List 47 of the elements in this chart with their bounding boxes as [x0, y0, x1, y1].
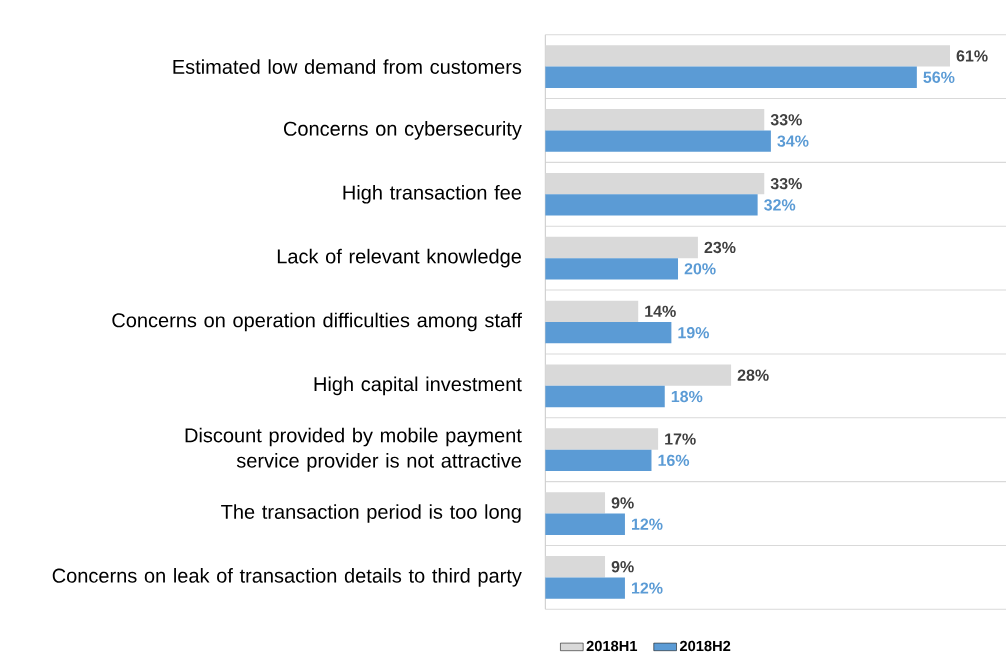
data-label: 9%: [611, 561, 634, 573]
bar: [545, 556, 606, 578]
y-tick-label: Concerns on leak of transaction details to third party: [52, 568, 522, 587]
data-label: 33%: [770, 114, 802, 126]
bar: [545, 492, 606, 514]
data-label: 18%: [671, 390, 703, 403]
data-label: 23%: [704, 241, 736, 254]
y-tick-label: Estimated low demand from customers: [173, 59, 522, 74]
bar: [545, 194, 758, 216]
bar: [545, 577, 625, 599]
bar: [545, 172, 765, 195]
bar: [545, 109, 765, 131]
legend-label: 2018H1: [586, 640, 638, 652]
data-label: 61%: [956, 50, 988, 62]
data-label: 33%: [770, 177, 802, 190]
bar: [545, 428, 659, 450]
data-label: 34%: [777, 135, 809, 147]
legend-label: 2018H2: [679, 640, 731, 652]
data-label: 56%: [923, 71, 955, 83]
bar: [545, 45, 951, 67]
bar: [545, 236, 698, 259]
y-tick-label: Concerns on operation difficulties among staff: [112, 312, 522, 332]
data-label: 19%: [678, 327, 710, 339]
bar: [545, 300, 639, 322]
data-label: 12%: [631, 582, 663, 594]
y-tick-label: High capital investment: [314, 376, 522, 396]
data-label: 32%: [764, 199, 796, 211]
y-tick-label: Concerns on cybersecurity: [283, 121, 522, 140]
y-tick-label: The transaction period is too long: [221, 504, 521, 523]
y-tick-label: High transaction fee: [343, 184, 522, 204]
bar: [545, 258, 679, 280]
bar: [545, 130, 771, 152]
bar: [545, 321, 672, 344]
y-tick-label: Lack of relevant knowledge: [277, 248, 521, 268]
y-tick-label: Discount provided by mobile payment service provider is not attractive: [185, 427, 522, 472]
bar: [545, 513, 625, 535]
data-label: 16%: [658, 454, 690, 467]
data-label: 20%: [684, 263, 716, 275]
bar: [545, 66, 917, 88]
bar: [545, 364, 732, 386]
data-label: 14%: [645, 305, 676, 317]
data-label: 9%: [611, 497, 634, 509]
bar: [545, 449, 652, 472]
data-label: 12%: [631, 518, 663, 530]
data-label: 17%: [665, 433, 696, 445]
bar: [545, 385, 665, 408]
data-label: 28%: [737, 369, 769, 381]
